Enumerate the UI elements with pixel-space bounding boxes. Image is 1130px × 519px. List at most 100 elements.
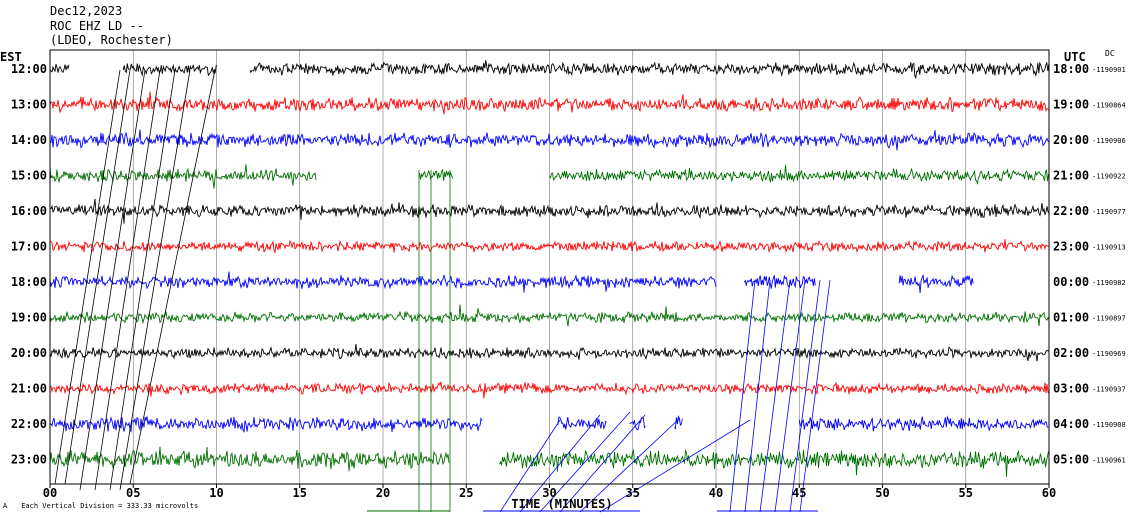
x-tick-label-60: 60 [1042,486,1056,500]
marker-line-black-0 [54,69,121,485]
utc-label-2000: 20:00 [1053,133,1089,147]
x-tick-label-25: 25 [459,486,473,500]
trace-2200 [798,415,1049,432]
trace-1200 [122,63,217,77]
plot-date: Dec12,2023 [50,4,123,18]
x-tick-label-30: 30 [542,486,556,500]
trace-2200 [674,414,683,430]
est-label-1800: 18:00 [11,275,47,289]
x-tick-label-50: 50 [875,486,889,500]
utc-label-0000: 00:00 [1053,275,1089,289]
utc-label-2200: 22:00 [1053,204,1089,218]
marker-line-blue-5 [599,419,751,513]
marker-line-blue-9 [774,279,806,513]
utc-label-0300: 03:00 [1053,382,1089,396]
marker-line-blue-10 [789,279,821,513]
dc-offset-2000: -1190906 [1092,137,1126,145]
marker-line-black-1 [64,69,131,485]
marker-line-blue-0 [499,419,561,513]
x-tick-label-40: 40 [709,486,723,500]
corner-mark: A [3,502,8,510]
left-axis-label: EST [0,50,22,64]
x-axis-label: TIME (MINUTES) [511,497,612,511]
dc-offset-1800: -1190901 [1092,66,1126,74]
dc-offset-0000: -1190982 [1092,279,1126,287]
marker-line-blue-8 [759,279,791,513]
marker-line-blue-2 [539,411,631,513]
marker-line-black-4 [109,69,176,491]
marker-line-black-6 [129,69,216,485]
x-tick-label-05: 05 [126,486,140,500]
utc-label-0200: 02:00 [1053,346,1089,360]
vertical-division-text: Each Vertical Division = 333.33 microvol… [21,502,198,510]
est-label-1700: 17:00 [11,240,47,254]
dc-offset-0100: -1190897 [1092,315,1126,323]
utc-label-2100: 21:00 [1053,169,1089,183]
plot-frame [49,49,1050,485]
dc-offset-0500: -1190961 [1092,457,1126,465]
dc-offset-0400: -1190908 [1092,421,1126,429]
trace-2100 [49,381,1050,399]
trace-1800 [898,273,974,294]
event-marker-lines [54,69,831,513]
trace-2200 [557,416,608,430]
marker-line-black-2 [79,69,146,491]
vertical-division-note: A Each Vertical Division = 333.33 microvo… [3,502,198,510]
est-label-2300: 23:00 [11,453,47,467]
marker-line-blue-1 [519,414,601,513]
dc-offset-0200: -1190969 [1092,350,1126,358]
marker-line-blue-6 [729,279,756,513]
trace-2200 [49,416,483,434]
x-tick-label-15: 15 [293,486,307,500]
marker-line-blue-7 [744,279,771,513]
trace-1800 [743,274,816,289]
marker-line-black-3 [94,69,161,491]
utc-label-1900: 19:00 [1053,98,1089,112]
marker-line-blue-4 [579,417,681,513]
trace-1300 [49,91,1050,115]
trace-2300 [49,446,450,472]
utc-label-2300: 23:00 [1053,240,1089,254]
trace-1900 [49,304,1050,327]
station-code: ROC EHZ LD -- [50,19,144,33]
trace-1500 [419,169,454,181]
x-tick-label-20: 20 [376,486,390,500]
trace-1200 [249,60,1050,80]
est-label-1300: 13:00 [11,98,47,112]
est-label-1900: 19:00 [11,311,47,325]
x-tick-label-45: 45 [792,486,806,500]
x-tick-label-00: 00 [43,486,57,500]
x-tick-label-55: 55 [959,486,973,500]
marker-line-blue-3 [559,414,646,513]
trace-1400 [49,129,1050,151]
network-name: (LDEO, Rochester) [50,33,173,47]
est-label-2100: 21:00 [11,382,47,396]
est-label-1600: 16:00 [11,204,47,218]
dc-offset-0300: -1190937 [1092,386,1126,394]
trace-1500 [549,164,1049,185]
est-label-1500: 15:00 [11,169,47,183]
trace-2300 [499,448,1049,477]
est-label-2200: 22:00 [11,417,47,431]
utc-label-0400: 04:00 [1053,417,1089,431]
utc-label-0500: 05:00 [1053,453,1089,467]
grid-lines [49,50,1050,488]
utc-label-1800: 18:00 [1053,62,1089,76]
dc-column-label: DC [1105,49,1115,58]
dc-offset-2100: -1190922 [1092,173,1126,181]
dc-offset-2200: -1190977 [1092,208,1126,216]
right-axis-label: UTC [1064,50,1086,64]
seismic-traces [49,60,1050,477]
x-tick-label-35: 35 [626,486,640,500]
marker-line-black-5 [119,69,191,491]
trace-1500 [49,164,317,189]
trace-2000 [49,343,1050,362]
trace-1600 [49,198,1050,224]
trace-1200 [49,63,70,74]
dc-offset-2300: -1190913 [1092,244,1126,252]
x-tick-label-10: 10 [209,486,223,500]
est-label-2000: 20:00 [11,346,47,360]
trace-1800 [49,271,717,293]
